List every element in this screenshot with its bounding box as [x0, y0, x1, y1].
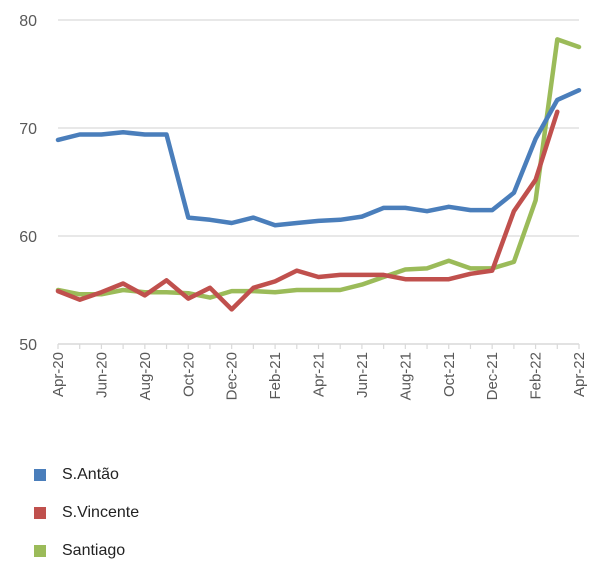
series-line-s-vincente — [55, 109, 560, 312]
y-tick-label: 50 — [19, 337, 37, 354]
line-chart: 50 60 70 80 Apr-20 Jun-20 Aug-20 Oct-20 Dec-20 F… — [19, 13, 588, 400]
x-tick-label: Feb-21 — [267, 352, 284, 400]
legend-item-s-antao: S.Antão — [34, 456, 139, 494]
x-tick-label: Aug-21 — [397, 352, 414, 400]
legend-label-santiago: Santiago — [62, 542, 126, 559]
legend-label-s-antao: S.Antão — [62, 466, 119, 483]
legend-item-santiago: Santiago — [34, 532, 139, 570]
legend-label-s-vincente: S.Vincente — [62, 504, 140, 521]
y-axis-tick-labels: 50 60 70 80 — [19, 13, 37, 354]
x-axis-tick-labels: Apr-20 Jun-20 Aug-20 Oct-20 Dec-20 Feb-21 Apr-… — [50, 352, 588, 400]
series-line-s-ant-o — [55, 87, 582, 228]
x-tick-label: Jun-20 — [93, 352, 110, 398]
x-tick-label: Feb-22 — [528, 352, 545, 400]
x-tick-label: Dec-20 — [224, 352, 241, 400]
x-tick-label: Dec-21 — [484, 352, 501, 400]
y-tick-label: 60 — [19, 229, 37, 246]
x-tick-label: Apr-22 — [571, 352, 588, 397]
legend: S.Antão S.Vincente Santiago — [34, 456, 139, 570]
x-tick-label: Jun-21 — [354, 352, 371, 398]
gridlines — [58, 19, 579, 237]
y-tick-label: 70 — [19, 121, 37, 138]
legend-item-s-vincente: S.Vincente — [34, 494, 139, 532]
x-tick-label: Apr-20 — [50, 352, 67, 397]
series-line-santiago — [55, 37, 582, 300]
legend-swatch-santiago — [34, 545, 46, 557]
x-tick-label: Apr-21 — [311, 352, 328, 397]
x-axis-ticks — [57, 344, 580, 349]
x-tick-label: Aug-20 — [137, 352, 154, 400]
x-tick-label: Oct-21 — [441, 352, 458, 397]
legend-swatch-s-antao — [34, 469, 46, 481]
x-tick-label: Oct-20 — [180, 352, 197, 397]
y-tick-label: 80 — [19, 13, 37, 30]
series-lines — [55, 37, 582, 312]
legend-swatch-s-vincente — [34, 507, 46, 519]
